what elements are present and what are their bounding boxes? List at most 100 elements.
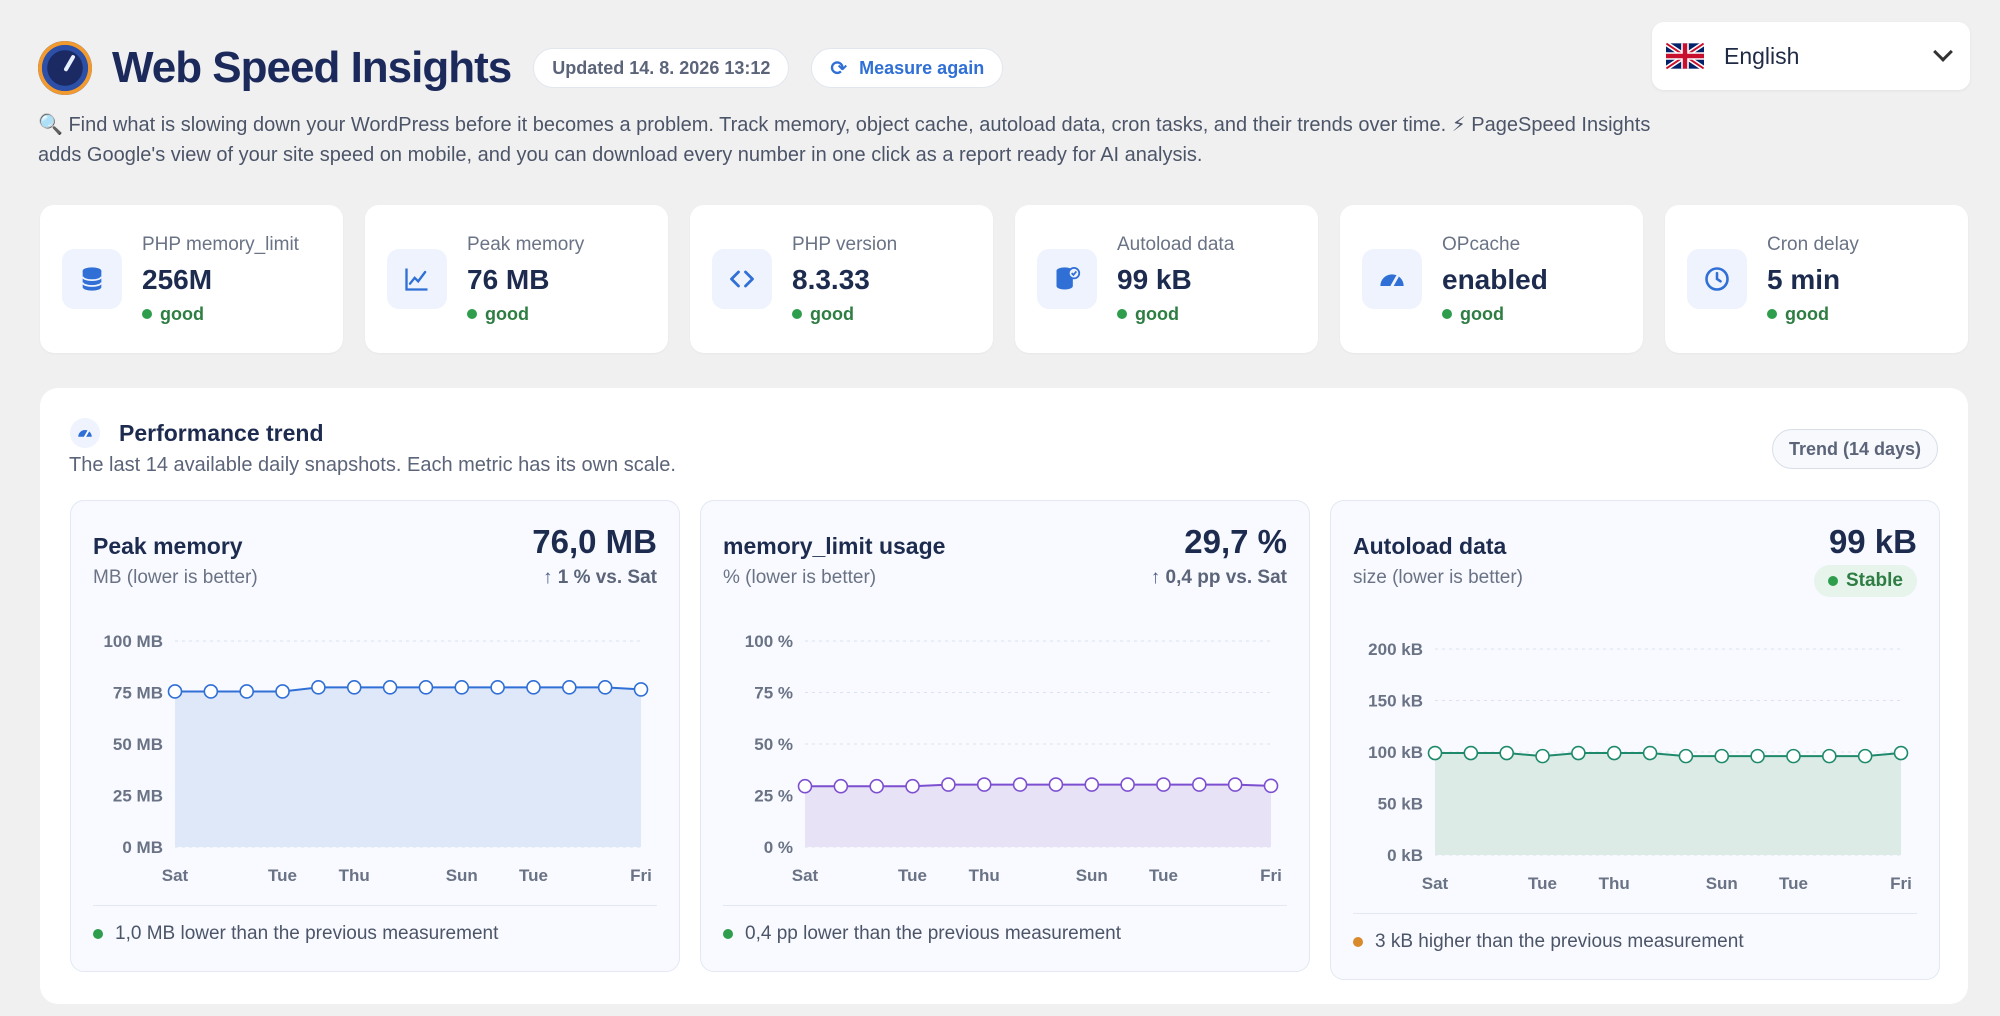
data-point	[1535, 748, 1550, 764]
data-point	[1192, 777, 1207, 792]
metric-label: PHP version	[792, 233, 898, 255]
chart-title: Autoload data	[1353, 533, 1507, 559]
data-point	[1606, 745, 1622, 761]
trend-card: Peak memory MB (lower is better) 76,0 MB ↑ …	[70, 500, 680, 972]
app-title: Web Speed Insights	[112, 43, 512, 92]
metric-card: OPcache enabled good	[1340, 205, 1643, 353]
chart-footer-text: 0,4 pp lower than the previous measureme…	[745, 923, 1121, 944]
metric-status-label: good	[810, 303, 854, 324]
area-fill	[1435, 753, 1901, 855]
metric-text: Autoload data 99 kB good	[1117, 234, 1234, 325]
data-point	[833, 778, 849, 794]
x-tick-label: Fri	[1890, 874, 1912, 893]
data-point	[905, 778, 920, 794]
data-point	[1822, 748, 1837, 764]
data-point	[633, 682, 649, 697]
updated-badge: Updated 14. 8. 2026 13:12	[533, 48, 790, 88]
data-point	[1571, 745, 1586, 761]
area-fill	[805, 784, 1271, 847]
data-point	[490, 680, 505, 695]
metric-status: good	[1117, 304, 1234, 325]
metric-status-label: good	[160, 303, 204, 324]
data-point	[869, 778, 884, 794]
metric-value: enabled	[1442, 263, 1548, 295]
y-tick-label: 50 MB	[113, 735, 163, 754]
x-tick-label: Tue	[519, 866, 548, 885]
x-tick-label: Tue	[1149, 866, 1178, 885]
y-tick-label: 0 kB	[1387, 846, 1423, 865]
status-dot	[142, 309, 152, 319]
metric-text: Cron delay 5 min good	[1767, 234, 1859, 325]
data-point	[275, 684, 290, 699]
gauge-icon	[70, 418, 100, 448]
metric-status: good	[792, 304, 897, 325]
data-point	[382, 680, 398, 695]
uk-flag-icon	[1666, 42, 1704, 70]
y-tick-label: 50 %	[754, 735, 793, 754]
metric-status-label: good	[485, 303, 529, 324]
metric-value: 256M	[142, 263, 213, 295]
data-point	[1642, 745, 1658, 761]
status-dot	[1353, 937, 1363, 947]
metric-value: 5 min	[1767, 263, 1841, 295]
measure-again-label: Measure again	[859, 57, 985, 78]
area-fill	[175, 687, 641, 847]
y-tick-label: 50 kB	[1378, 795, 1423, 814]
metric-card: PHP version 8.3.33 good	[690, 205, 993, 353]
trend-range-button[interactable]: Trend (14 days)	[1771, 429, 1938, 469]
metric-status-label: good	[1785, 303, 1829, 324]
chart-footer: 1,0 MB lower than the previous measureme…	[93, 923, 498, 945]
metric-label: Peak memory	[467, 233, 585, 255]
chart-title: memory_limit usage	[723, 533, 946, 559]
chart-delta: ↑ 0,4 pp vs. Sat	[1151, 567, 1287, 589]
y-tick-label: 0 MB	[122, 838, 163, 857]
data-point	[167, 684, 183, 699]
metric-card: Autoload data 99 kB good	[1015, 205, 1318, 353]
database-icon	[62, 249, 122, 309]
y-tick-label: 0 %	[764, 838, 793, 857]
data-point	[1463, 745, 1479, 761]
divider	[723, 905, 1287, 906]
metric-text: PHP version 8.3.33 good	[792, 234, 897, 325]
metric-label: Autoload data	[1117, 233, 1235, 255]
data-point	[597, 680, 613, 695]
metric-text: PHP memory_limit 256M good	[142, 234, 299, 325]
y-tick-label: 100 kB	[1368, 743, 1423, 762]
data-point	[1084, 777, 1100, 792]
chart-delta-label: 1 % vs. Sat	[557, 567, 657, 588]
data-point	[239, 684, 254, 699]
metric-text: Peak memory 76 MB good	[467, 234, 584, 325]
metric-text: OPcache enabled good	[1442, 234, 1548, 325]
x-tick-label: Fri	[630, 866, 652, 885]
data-point	[346, 680, 362, 695]
x-tick-label: Thu	[969, 866, 1000, 885]
line-chart: 0 % 25 % 50 % 75 % 100 % Sat Tue Thu Sun Tue Fri	[745, 632, 1282, 885]
data-point	[418, 680, 434, 695]
status-dot	[93, 929, 103, 939]
measure-again-button[interactable]: ⟳ Measure again	[811, 48, 1004, 88]
data-point	[1750, 748, 1765, 764]
line-chart: 0 kB 50 kB 100 kB 150 kB 200 kB Sat Tue Thu Sun T…	[1368, 640, 1912, 893]
header: Web Speed Insights Updated 14. 8. 2026 1…	[38, 36, 1025, 100]
trend-title: Performance trend	[119, 420, 324, 446]
metric-value: 8.3.33	[792, 263, 870, 295]
stable-badge-label: Stable	[1845, 570, 1903, 591]
trend-card: memory_limit usage % (lower is better) 29,…	[700, 500, 1310, 972]
divider	[1353, 913, 1917, 914]
metric-value: 99 kB	[1117, 263, 1192, 295]
chart-subtitle: % (lower is better)	[723, 567, 877, 588]
data-point	[562, 680, 577, 695]
metric-status: good	[467, 304, 584, 325]
x-tick-label: Tue	[268, 866, 297, 885]
data-point	[941, 777, 956, 792]
status-dot	[1767, 309, 1777, 319]
chart-subtitle: size (lower is better)	[1353, 567, 1523, 588]
metric-status: good	[1767, 304, 1859, 325]
y-tick-label: 150 kB	[1368, 692, 1423, 711]
gauge-icon	[1362, 249, 1422, 309]
metric-status: good	[142, 304, 299, 325]
language-select[interactable]: English	[1652, 22, 1970, 90]
chart-line-icon	[387, 249, 447, 309]
x-tick-label: Thu	[339, 866, 370, 885]
intro-text: 🔍 Find what is slowing down your WordPre…	[38, 114, 1651, 166]
